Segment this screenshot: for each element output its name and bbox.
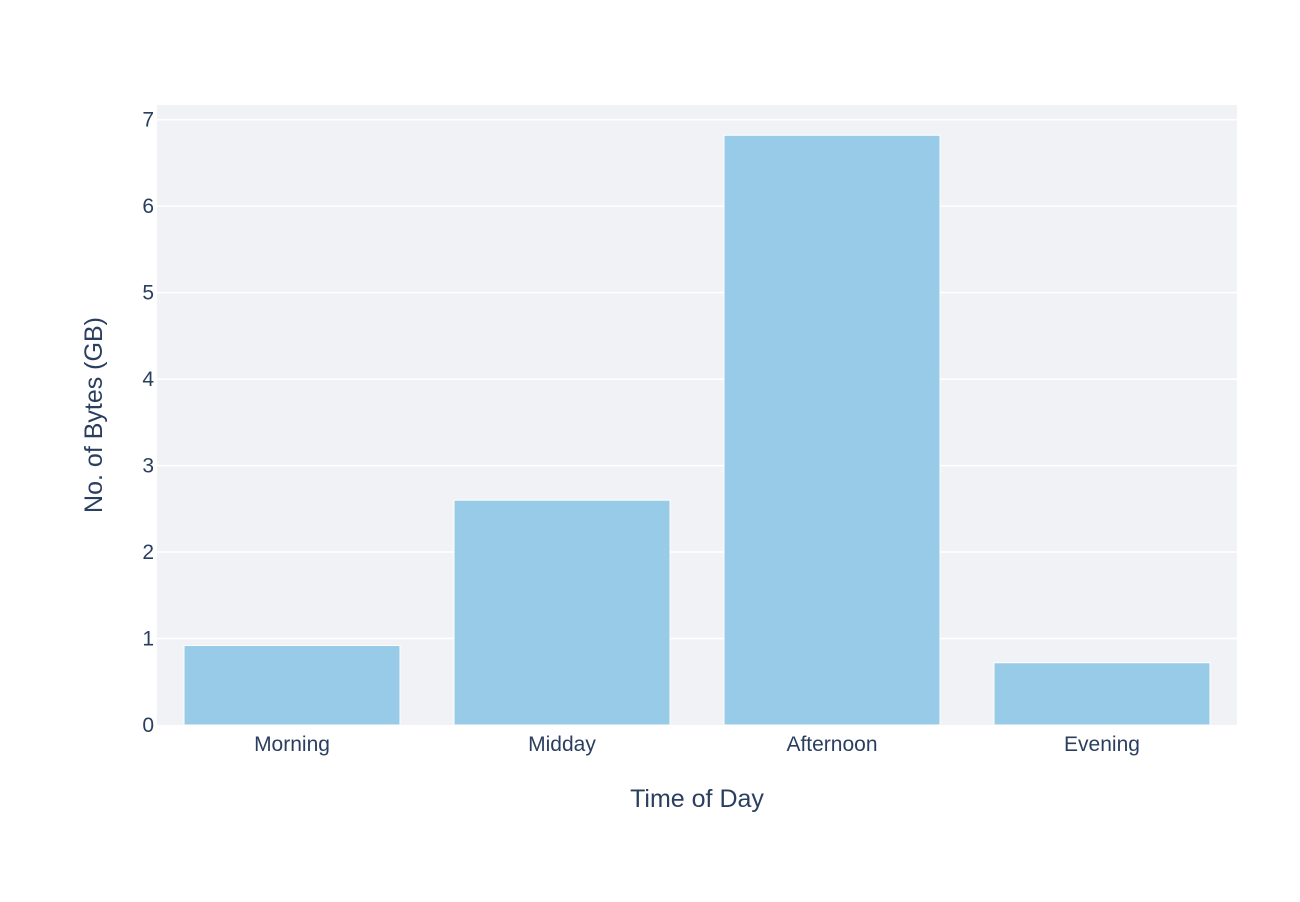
x-axis-ticks: Morning Midday Afternoon Evening (254, 733, 1140, 756)
y-tick-label: 7 (142, 109, 154, 132)
y-tick-label: 0 (142, 714, 154, 737)
y-axis-title: No. of Bytes (GB) (80, 317, 108, 513)
bar-evening (993, 662, 1211, 726)
y-tick-label: 1 (142, 628, 154, 651)
bar-morning (183, 644, 401, 726)
x-tick-label-morning: Morning (254, 733, 330, 756)
y-tick-label: 4 (142, 368, 154, 391)
y-tick-label: 2 (142, 541, 154, 564)
y-axis-ticks: 0 1 2 3 4 5 6 7 (142, 109, 154, 737)
grid-lines (157, 118, 1237, 640)
y-tick-label: 3 (142, 455, 154, 478)
x-tick-label-afternoon: Afternoon (786, 733, 877, 756)
x-axis-title: Time of Day (630, 785, 764, 813)
bar-afternoon (723, 134, 941, 726)
x-tick-label-midday: Midday (528, 733, 596, 756)
x-tick-label-evening: Evening (1064, 733, 1140, 756)
y-tick-label: 5 (142, 282, 154, 305)
bars (183, 134, 1211, 726)
bar-midday (453, 499, 671, 726)
y-tick-label: 6 (142, 195, 154, 218)
plot-area (157, 105, 1237, 725)
